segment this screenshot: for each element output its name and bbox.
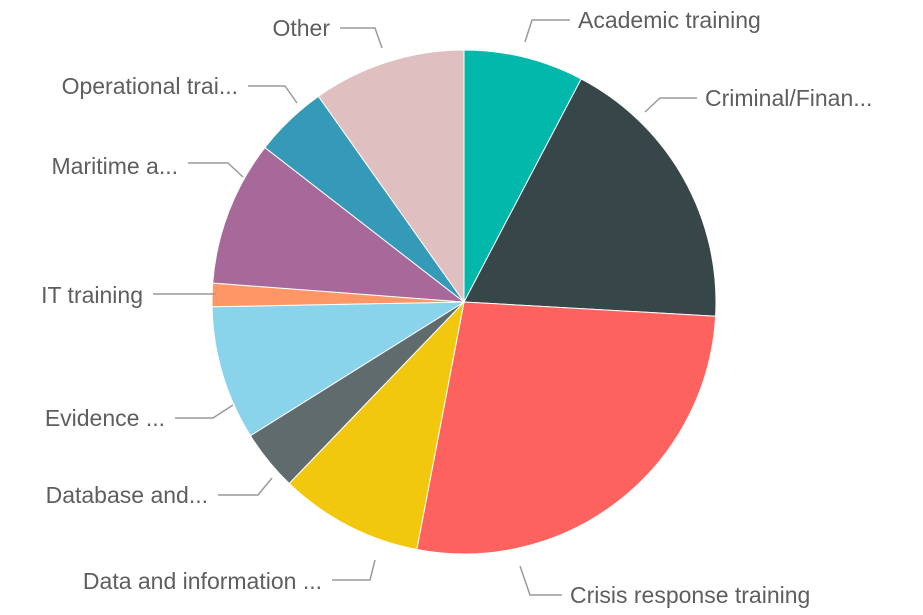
leader-line: [332, 559, 376, 581]
pie-slice: [416, 301, 717, 555]
pie-slice: [317, 49, 465, 304]
slice-label: IT training: [41, 282, 143, 308]
pie-slice: [463, 49, 582, 303]
leader-line: [248, 85, 298, 104]
pie-slice: [288, 300, 465, 551]
slice-label: Evidence ...: [45, 405, 165, 431]
pie-slice: [212, 146, 466, 303]
slice-label: Maritime a...: [51, 153, 178, 179]
slice-label: Criminal/Finan...: [705, 85, 872, 111]
leader-line: [340, 27, 383, 49]
leader-line: [519, 565, 562, 596]
slice-label: Other: [272, 15, 330, 41]
leader-line: [188, 162, 244, 178]
slice-label: Academic training: [578, 7, 761, 33]
pie-slice: [211, 301, 466, 437]
leader-line: [175, 404, 234, 419]
slice-label: Database and...: [46, 482, 208, 508]
leader-line: [644, 97, 697, 113]
leader-line: [218, 477, 273, 496]
pie-slice: [463, 78, 717, 317]
leader-line: [524, 19, 570, 43]
slice-label: Crisis response training: [570, 582, 810, 608]
slice-label: Data and information ...: [83, 568, 322, 594]
slice-label: Operational trai...: [62, 73, 238, 99]
